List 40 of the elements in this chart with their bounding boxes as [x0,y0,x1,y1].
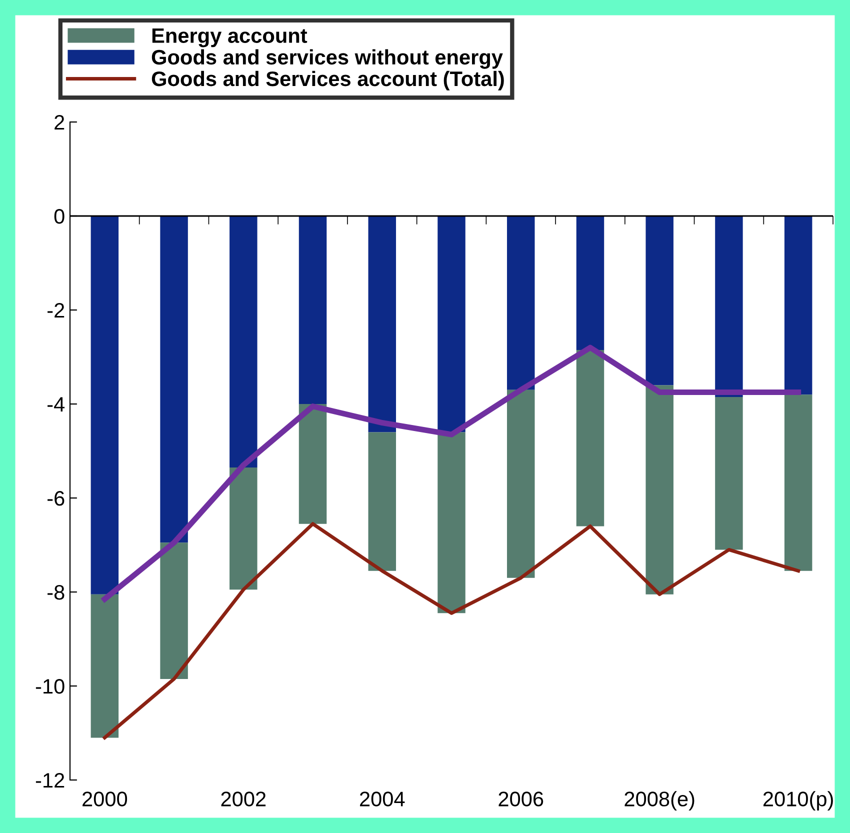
bar [784,216,812,395]
legend-label: Energy account [152,28,308,48]
y-tick-label: -2 [48,303,64,318]
bar [784,394,812,571]
y-tick-label: -8 [48,585,64,600]
bar [438,432,466,614]
bar [230,216,258,468]
bar [160,216,188,543]
bar [506,216,535,390]
legend-label: Goods and Services account (Total) [152,70,504,90]
y-tick-label: 0 [54,209,64,224]
bar [160,542,188,679]
legend-label: Goods and services without energy [152,49,503,69]
y-tick-label: -4 [48,397,65,412]
bar [298,404,327,524]
bar [368,216,396,432]
bar [646,385,674,594]
bar [576,216,604,350]
x-tick-label: 2000 [82,792,128,806]
x-tick-label: 2006 [498,792,544,806]
line-series [102,522,800,740]
bar [438,216,466,432]
y-tick-label: 2 [54,115,64,130]
bar [506,390,535,578]
bar [576,350,604,526]
bar [715,396,743,550]
bar [230,467,258,590]
x-tick-label: 2008(e) [624,791,694,811]
x-tick-label: 2002 [221,792,266,806]
bar [646,216,674,386]
y-tick-label: -6 [48,491,64,506]
bar [368,432,396,571]
bar [298,216,327,404]
bar [90,216,119,594]
x-tick-label: 2010(p) [763,791,833,811]
bar [715,216,743,397]
bar [90,594,119,738]
x-tick-label: 2004 [360,792,405,806]
y-tick-label: -10 [36,679,64,694]
y-tick-label: -12 [36,773,64,788]
